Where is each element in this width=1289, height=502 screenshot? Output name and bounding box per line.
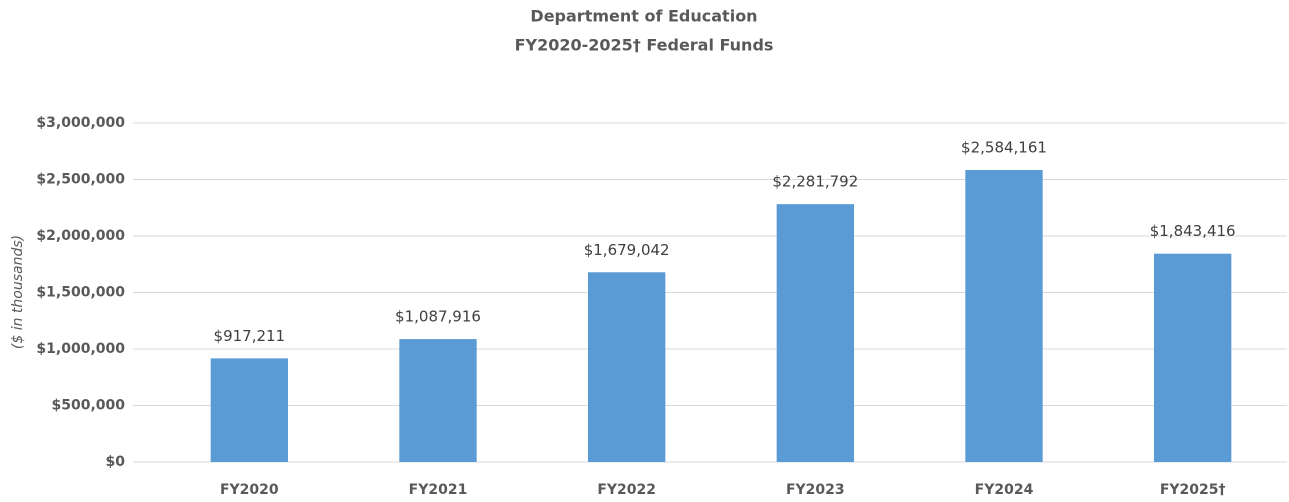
data-label: $1,087,916	[395, 308, 481, 326]
bar	[210, 358, 289, 462]
bar	[587, 272, 666, 462]
y-axis-label: ($ in thousands)	[10, 235, 26, 349]
data-label: $917,211	[214, 327, 286, 345]
y-tick-label: $500,000	[51, 398, 125, 414]
y-tick-label: $2,500,000	[36, 172, 125, 188]
data-label: $2,281,792	[772, 173, 858, 191]
chart-subtitle: FY2020-2025† Federal Funds	[515, 36, 774, 55]
y-tick-label: $3,000,000	[36, 115, 125, 131]
y-tick-label: $1,000,000	[36, 341, 125, 357]
bar	[1153, 253, 1232, 462]
x-tick-label: FY2021	[409, 482, 468, 498]
data-label: $1,843,416	[1150, 222, 1236, 240]
bar	[776, 204, 855, 462]
bar	[399, 339, 477, 462]
x-tick-label: FY2022	[597, 482, 656, 498]
x-tick-label: FY2020	[220, 482, 279, 498]
y-tick-label: $1,500,000	[36, 285, 125, 301]
data-label: $1,679,042	[584, 241, 670, 259]
x-tick-label: FY2025†	[1160, 482, 1226, 498]
bar	[965, 169, 1043, 462]
y-tick-label: $2,000,000	[36, 228, 125, 244]
data-label: $2,584,161	[961, 138, 1047, 156]
y-tick-label: $0	[106, 454, 126, 470]
chart-title: Department of Education	[530, 7, 757, 26]
x-tick-label: FY2024	[975, 482, 1034, 498]
x-tick-label: FY2023	[786, 482, 845, 498]
